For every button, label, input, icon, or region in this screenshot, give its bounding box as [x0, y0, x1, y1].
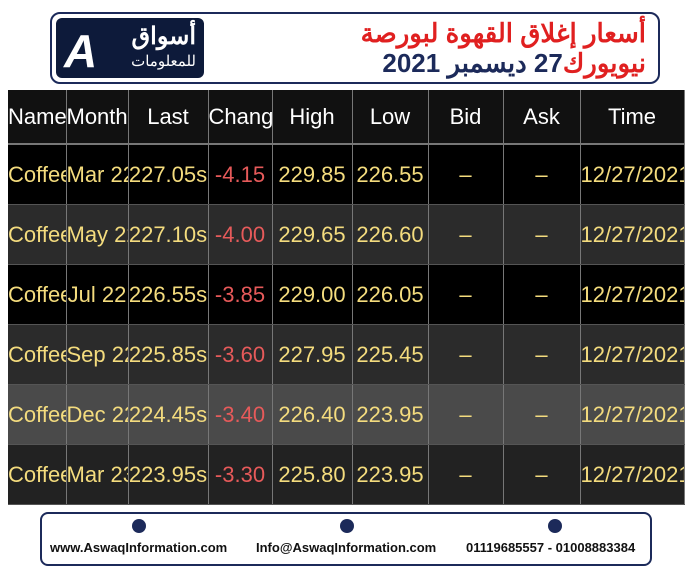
table-cell: 227.10s [128, 204, 209, 265]
table-cell: 229.00 [272, 264, 353, 325]
table-cell: – [503, 144, 581, 205]
column-header: Last [128, 90, 209, 145]
web-icon [132, 519, 146, 533]
table-cell: 229.85 [272, 144, 353, 205]
table-cell: -3.40 [208, 384, 273, 445]
table-cell: -3.85 [208, 264, 273, 325]
column-header: Ask [503, 90, 581, 145]
table-cell: 225.45 [352, 324, 429, 385]
logo-main: أسواق [131, 23, 196, 50]
column-header: Time [580, 90, 685, 145]
table-cell: Mar 22 [66, 144, 129, 205]
table-cell: Dec 22 [66, 384, 129, 445]
table-cell: – [428, 144, 504, 205]
table-cell: May 22 [66, 204, 129, 265]
table-cell: -3.30 [208, 444, 273, 505]
title-city: نيويورك [562, 48, 646, 78]
phone-icon [548, 519, 562, 533]
logo-sub: للمعلومات [131, 53, 196, 70]
phones: 01119685557 - 01008883384 [466, 540, 636, 555]
table-cell: 226.40 [272, 384, 353, 445]
table-cell: Coffee [8, 204, 67, 265]
table-cell: – [503, 324, 581, 385]
column-header: Month [66, 90, 129, 145]
table-cell: 223.95 [352, 444, 429, 505]
table-cell: 226.55 [352, 144, 429, 205]
header-row: NameMonthLastChangeHighLowBidAskTime [8, 90, 685, 145]
table-cell: – [503, 384, 581, 445]
footer: www.AswaqInformation.com Info@AswaqInfor… [40, 512, 652, 566]
table-cell: 226.55s [128, 264, 209, 325]
price-table: NameMonthLastChangeHighLowBidAskTime Cof… [8, 90, 685, 505]
title: أسعار إغلاق القهوة لبورصة نيويورك27 ديسم… [361, 18, 646, 78]
table-cell: 12/27/2021 [580, 384, 685, 445]
table-cell: – [428, 264, 504, 325]
table-cell: 12/27/2021 [580, 444, 685, 505]
column-header: Low [352, 90, 429, 145]
table-cell: Coffee [8, 144, 67, 205]
table-cell: 225.80 [272, 444, 353, 505]
column-header: Bid [428, 90, 504, 145]
table-cell: -4.15 [208, 144, 273, 205]
table-cell: 227.95 [272, 324, 353, 385]
table-cell: – [503, 264, 581, 325]
table-cell: 12/27/2021 [580, 264, 685, 325]
website: www.AswaqInformation.com [50, 540, 228, 555]
table-cell: -3.60 [208, 324, 273, 385]
table-cell: – [428, 384, 504, 445]
table-cell: Sep 22 [66, 324, 129, 385]
table-cell: – [503, 204, 581, 265]
mail-icon [340, 519, 354, 533]
table-row: Coffee Jul 22 226.55s -3.85 229.00 226.05– –12… [8, 264, 685, 325]
table-cell: -4.00 [208, 204, 273, 265]
email: Info@AswaqInformation.com [256, 540, 437, 555]
logo-icon: A [64, 25, 98, 77]
table-cell: 223.95 [352, 384, 429, 445]
column-header: Change [208, 90, 273, 145]
table-cell: Coffee [8, 384, 67, 445]
table-cell: 223.95s [128, 444, 209, 505]
table-cell: 225.85s [128, 324, 209, 385]
column-header: Name [8, 90, 67, 145]
column-header: High [272, 90, 353, 145]
title-line2: نيويورك27 ديسمبر 2021 [382, 48, 646, 78]
table-cell: 224.45s [128, 384, 209, 445]
table-cell: – [428, 324, 504, 385]
table-cell: Jul 22 [66, 264, 129, 325]
table-cell: – [503, 444, 581, 505]
table-cell: 226.05 [352, 264, 429, 325]
table-cell: 229.65 [272, 204, 353, 265]
table-cell: 226.60 [352, 204, 429, 265]
title-line1: أسعار إغلاق القهوة لبورصة [360, 18, 646, 48]
table-cell: 12/27/2021 [580, 324, 685, 385]
table-cell: – [428, 204, 504, 265]
table-cell: Coffee [8, 324, 67, 385]
table-cell: Coffee [8, 264, 67, 325]
table-cell: Mar 23 [66, 444, 129, 505]
table-cell: Coffee [8, 444, 67, 505]
logo: A أسواق للمعلومات [56, 18, 204, 78]
table-cell: 12/27/2021 [580, 144, 685, 205]
header: A أسواق للمعلومات أسعار إغلاق القهوة لبو… [50, 12, 660, 84]
table-cell: – [428, 444, 504, 505]
table-cell: 227.05s [128, 144, 209, 205]
title-date: 27 ديسمبر 2021 [382, 48, 563, 78]
table-cell: 12/27/2021 [580, 204, 685, 265]
